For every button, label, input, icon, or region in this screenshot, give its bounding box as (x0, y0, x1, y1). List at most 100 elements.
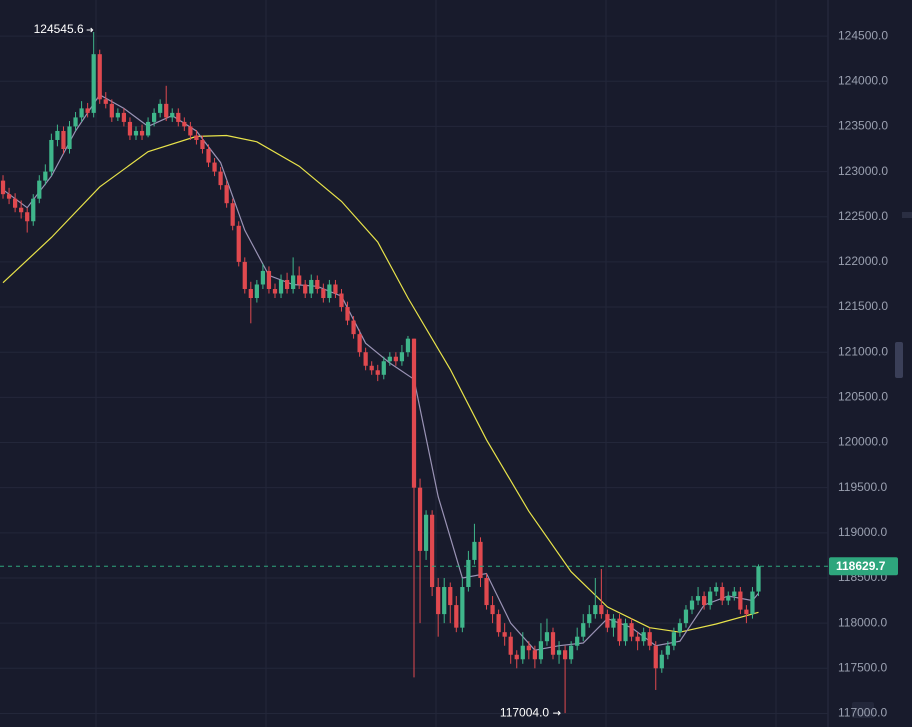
candle-body (170, 112, 175, 118)
candle-body (31, 198, 36, 222)
candle-body (55, 130, 60, 140)
candle-body (478, 541, 483, 578)
candle-body (85, 108, 90, 113)
candle-body (260, 270, 266, 285)
last-price-label: 118629.7 (836, 559, 886, 573)
vertical-grid (95, 0, 777, 727)
candle-body (466, 559, 471, 588)
candle-body (363, 352, 368, 366)
candle-body (297, 275, 302, 285)
candle-body (194, 135, 199, 140)
candle-body (91, 54, 96, 113)
y-tick-label: 121000.0 (838, 344, 888, 358)
candle-body (164, 103, 169, 118)
moving-average-line (2, 134, 759, 633)
y-tick-label: 117500.0 (838, 660, 887, 674)
y-tick-label: 120000.0 (838, 435, 888, 449)
candle-body (272, 288, 278, 294)
candle-body (266, 270, 272, 289)
candle-body (659, 654, 664, 669)
y-tick-label: 120500.0 (838, 390, 888, 404)
corner-button[interactable] (852, 702, 874, 718)
candle-body (333, 284, 338, 294)
y-tick-label: 117000.0 (838, 706, 887, 720)
candle-body (224, 185, 229, 204)
candle-body (254, 284, 259, 299)
candle-body (569, 645, 574, 660)
candle-body (115, 112, 120, 118)
high-marker-arrow (86, 27, 94, 33)
candle-body (381, 361, 386, 375)
candle-body (714, 587, 719, 592)
candle-body (701, 596, 707, 606)
candle-body (496, 614, 501, 633)
candle-body (587, 614, 592, 624)
candle-body (635, 636, 640, 642)
candle-body (665, 645, 670, 655)
candle-body (176, 112, 181, 122)
candle-body (599, 605, 604, 615)
candle-body (641, 632, 646, 642)
candle-body (683, 609, 689, 624)
candle-body (399, 352, 405, 362)
candle-body (127, 121, 133, 136)
candle-body (212, 162, 217, 172)
candle-body (37, 180, 42, 199)
candle-body (291, 275, 296, 289)
candle-body (544, 632, 550, 642)
candle-body (139, 130, 145, 136)
candle-body (750, 591, 755, 615)
candle-body (623, 623, 628, 642)
candle-body (206, 149, 211, 163)
candle-body (629, 623, 634, 637)
candle-body (369, 365, 374, 371)
candle-body (514, 654, 519, 660)
candle-body (605, 614, 610, 628)
candle-body (430, 514, 435, 588)
candle-body (145, 121, 151, 136)
candle-body (756, 566, 761, 592)
candle-body (538, 641, 544, 660)
candle-body (454, 605, 459, 628)
candle-body (556, 650, 562, 655)
candle-body (188, 126, 193, 136)
candle-body (0, 180, 6, 195)
candle-body (520, 645, 525, 660)
candle-body (689, 600, 695, 610)
candle-body (248, 288, 253, 299)
candle-body (393, 356, 398, 362)
candle-body (720, 587, 725, 601)
candle-body (97, 54, 102, 100)
candle-body (79, 108, 84, 118)
candle-body (744, 609, 749, 615)
candle-body (405, 338, 411, 353)
low-marker-arrow (553, 710, 561, 716)
candle-body (562, 650, 568, 660)
y-tick-label: 119500.0 (838, 480, 887, 494)
candle-body (647, 632, 652, 646)
candle-body (230, 203, 235, 226)
candle-body (593, 605, 598, 615)
candle-body (490, 605, 495, 615)
last-price-box (829, 557, 898, 576)
candle-body (303, 284, 308, 294)
candle-body (526, 645, 531, 651)
candle-body (339, 293, 344, 308)
candle-body (550, 632, 556, 655)
candle-body (25, 212, 30, 222)
candle-body (218, 171, 223, 186)
candle-body (284, 279, 290, 289)
y-tick-label: 123000.0 (838, 164, 888, 178)
candle-body (460, 587, 465, 628)
candle-body (677, 623, 683, 633)
candle-body (121, 112, 127, 122)
scale-handle[interactable] (895, 342, 903, 378)
edge-tab (902, 212, 912, 218)
candle-body (315, 279, 320, 289)
candle-body (442, 587, 447, 615)
candle-body (278, 279, 284, 294)
candle-body (448, 587, 453, 606)
candles (0, 32, 761, 714)
